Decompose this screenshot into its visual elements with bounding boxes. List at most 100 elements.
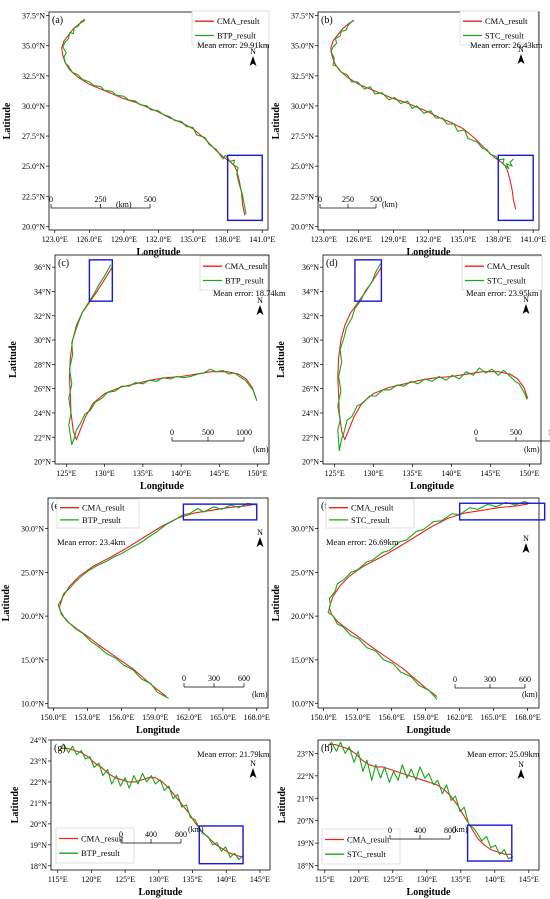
scale-bar: 0 400 800(km) [119, 825, 204, 844]
x-axis-label: Longitude [410, 481, 454, 492]
x-tick-label: 165.0°E [210, 713, 236, 722]
y-tick-label: 37.5°N [22, 12, 45, 21]
y-tick-label: 27.5°N [22, 132, 45, 141]
scale-bar: 0 500 1000 (km) [474, 428, 550, 454]
north-label: N [257, 296, 263, 305]
north-arrow-shape [522, 543, 530, 553]
mean-error-label: Mean error: 26.43km [470, 40, 543, 50]
legend-entry: BTP_result [217, 30, 256, 40]
panel-g: 115°E 120°E 125°E 130°E 135°E 140°E 145°E 18°N 1… [10, 736, 271, 898]
x-tick-label: 145°E [519, 875, 539, 884]
y-axis-label: Latitude [271, 584, 282, 621]
legend-box [56, 498, 140, 529]
x-tick-label: 141.0°E [520, 235, 546, 244]
x-tick-label: 135.0°E [180, 235, 206, 244]
y-tick-label: 25.0°N [22, 162, 45, 171]
scale-bar-tick-label: 0 [474, 428, 478, 437]
x-tick-label: 135.0°E [450, 235, 476, 244]
panel-label: (g) [54, 743, 66, 754]
x-tick-label: 153.0°E [345, 713, 371, 722]
y-tick-label: 30°N [302, 336, 319, 345]
legend-box [461, 255, 543, 291]
y-tick-label: 15.0°N [291, 656, 314, 665]
y-tick-label: 25.0°N [291, 162, 314, 171]
y-tick-label: 18°N [30, 862, 47, 871]
panel-label: (h) [321, 743, 333, 754]
x-tick-label: 135°E [133, 469, 153, 478]
scale-bar-tick-label: 800 [175, 830, 187, 839]
north-arrow-shape [249, 768, 257, 778]
x-tick-label: 126.0°E [76, 235, 102, 244]
legend-box [55, 827, 135, 864]
y-tick-label: 22°N [297, 772, 314, 781]
y-axis-label: Latitude [8, 341, 19, 378]
scale-bar-tick-label: 400 [145, 830, 157, 839]
scale-unit-label: (km) [522, 690, 538, 699]
zoom-highlight-box [354, 259, 383, 302]
legend-entry: CMA_result [81, 834, 124, 844]
y-tick-label: 25.0°N [21, 568, 44, 577]
scale-bar-tick-label: 0 [170, 428, 174, 437]
x-tick-label: 120°E [349, 875, 369, 884]
y-tick-label: 20.0°N [291, 222, 314, 231]
legend-entry: CMA_result [217, 16, 260, 26]
y-tick-label: 26°N [302, 385, 319, 394]
panel-e: 150.0°E 153.0°E 156.0°E 159.0°E 162.0°E 165.0… [1, 497, 270, 736]
scale-bar-tick-label: 600 [238, 674, 250, 683]
legend-entry: CMA_result [225, 261, 268, 271]
y-tick-label: 27.5°N [291, 132, 314, 141]
legend-entry: STC_result [485, 30, 524, 40]
x-axis-label: Longitude [407, 247, 451, 258]
x-tick-label: 150.0°E [41, 713, 67, 722]
x-tick-label: 168.0°E [244, 713, 270, 722]
legend-box [459, 10, 539, 46]
scale-bar-tick-label: 500 [202, 428, 214, 437]
x-tick-label: 150.0°E [311, 713, 337, 722]
y-tick-label: 22°N [302, 433, 319, 442]
series-line-cma-result [58, 503, 257, 698]
y-tick-label: 24°N [302, 409, 319, 418]
y-tick-label: 10.0°N [21, 700, 44, 709]
x-tick-label: 162.0°E [447, 713, 473, 722]
legend: CMA_result BTP_result [199, 255, 269, 291]
x-axis-label: Longitude [407, 725, 451, 736]
panel-d: 125°E 130°E 135°E 140°E 145°E 150°E 20°N 22°N 24… [276, 254, 550, 492]
x-tick-label: 129.0°E [111, 235, 137, 244]
legend-entry: BTP_result [225, 275, 264, 285]
y-tick-label: 23°N [297, 749, 314, 758]
legend: CMA_result STC_result [459, 10, 539, 46]
y-tick-label: 20.0°N [21, 612, 44, 621]
scale-bar-tick-label: 250 [342, 195, 354, 204]
y-tick-label: 30.0°N [291, 102, 314, 111]
x-axis-label: Longitude [139, 887, 183, 898]
y-tick-label: 28°N [34, 360, 51, 369]
north-arrow-shape [249, 56, 257, 66]
plot-frame [317, 739, 540, 871]
y-axis-label: Latitude [2, 102, 13, 139]
x-tick-label: 140°E [485, 875, 505, 884]
north-label: N [250, 47, 256, 56]
y-tick-label: 36°N [302, 263, 319, 272]
x-tick-label: 153.0°E [74, 713, 100, 722]
x-tick-label: 145°E [480, 469, 500, 478]
panel-label: (e) [51, 501, 62, 512]
legend: CMA_result STC_result [321, 828, 401, 865]
y-tick-label: 23°N [30, 757, 47, 766]
series-line-btp-result [62, 18, 247, 215]
x-tick-label: 141.0°E [249, 235, 275, 244]
scale-unit-label: (km) [382, 200, 398, 209]
zoom-highlight-box [182, 503, 258, 521]
y-tick-label: 35.0°N [22, 42, 45, 51]
scale-bar-tick-label: 1000 [548, 428, 550, 437]
scale-bar-tick-label: 500 [144, 195, 156, 204]
scale-bar: 0 300 600(km) [182, 674, 268, 699]
x-tick-label: 138.0°E [485, 235, 511, 244]
north-arrow-icon: N [522, 295, 530, 314]
legend: CMA_result BTP_result [55, 827, 135, 864]
y-tick-label: 26°N [34, 385, 51, 394]
x-tick-label: 115°E [315, 875, 335, 884]
legend-entry: BTP_result [81, 848, 120, 858]
mean-error-label: Mean error: 23.4km [57, 537, 126, 547]
legend-entry: STC_result [487, 275, 526, 285]
legend-box [191, 10, 270, 46]
